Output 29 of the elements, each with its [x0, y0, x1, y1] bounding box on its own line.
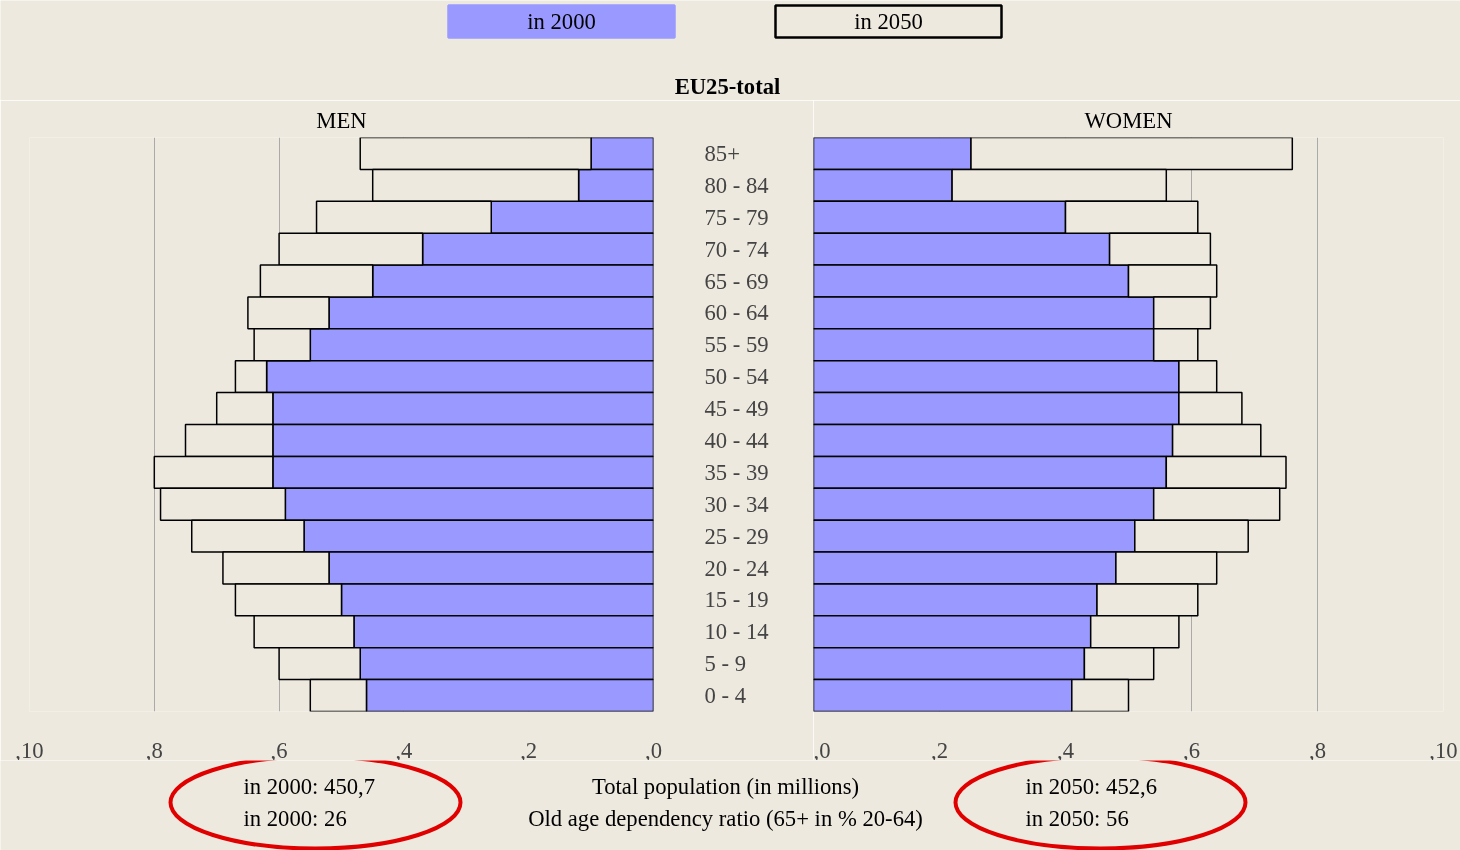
text: EU25-total: [674, 74, 781, 99]
text: in 2050: [854, 9, 923, 34]
y-tick-label: 0 - 4: [704, 683, 747, 709]
y-tick-label: 85+: [704, 140, 740, 166]
chart-subtitle: MEN: [316, 107, 367, 133]
y-tick-label: 30 - 34: [704, 491, 769, 517]
y-tick-label: 25 - 29: [704, 523, 769, 549]
text: Total population (in millions): [591, 774, 860, 799]
text: Old age dependency ratio (65+ in % 20-64): [528, 806, 923, 831]
y-tick-label: 40 - 44: [704, 427, 769, 453]
y-tick-label: 55 - 59: [704, 332, 769, 358]
y-tick-label: 70 - 74: [704, 236, 769, 262]
y-tick-label: 20 - 24: [704, 555, 769, 581]
text: in 2000: 450,7: [243, 774, 376, 799]
text: in 2050: 452,6: [1025, 774, 1158, 799]
text: in 2000: 26: [243, 806, 347, 831]
y-tick-label: 60 - 64: [704, 300, 769, 326]
y-tick-label: 35 - 39: [704, 459, 769, 485]
y-tick-label: 15 - 19: [704, 587, 769, 613]
y-tick-label: 5 - 9: [704, 651, 747, 677]
y-tick-label: 50 - 54: [704, 364, 769, 390]
y-tick-label: 80 - 84: [704, 172, 769, 198]
text: in 2050: 56: [1025, 806, 1129, 831]
chart-title: WOMEN: [1084, 107, 1173, 133]
text: in 2000: [527, 9, 596, 34]
y-tick-label: 75 - 79: [704, 204, 769, 230]
y-tick-label: 65 - 69: [704, 268, 769, 294]
y-tick-label: 10 - 14: [704, 619, 769, 645]
y-tick-label: 45 - 49: [704, 396, 769, 422]
